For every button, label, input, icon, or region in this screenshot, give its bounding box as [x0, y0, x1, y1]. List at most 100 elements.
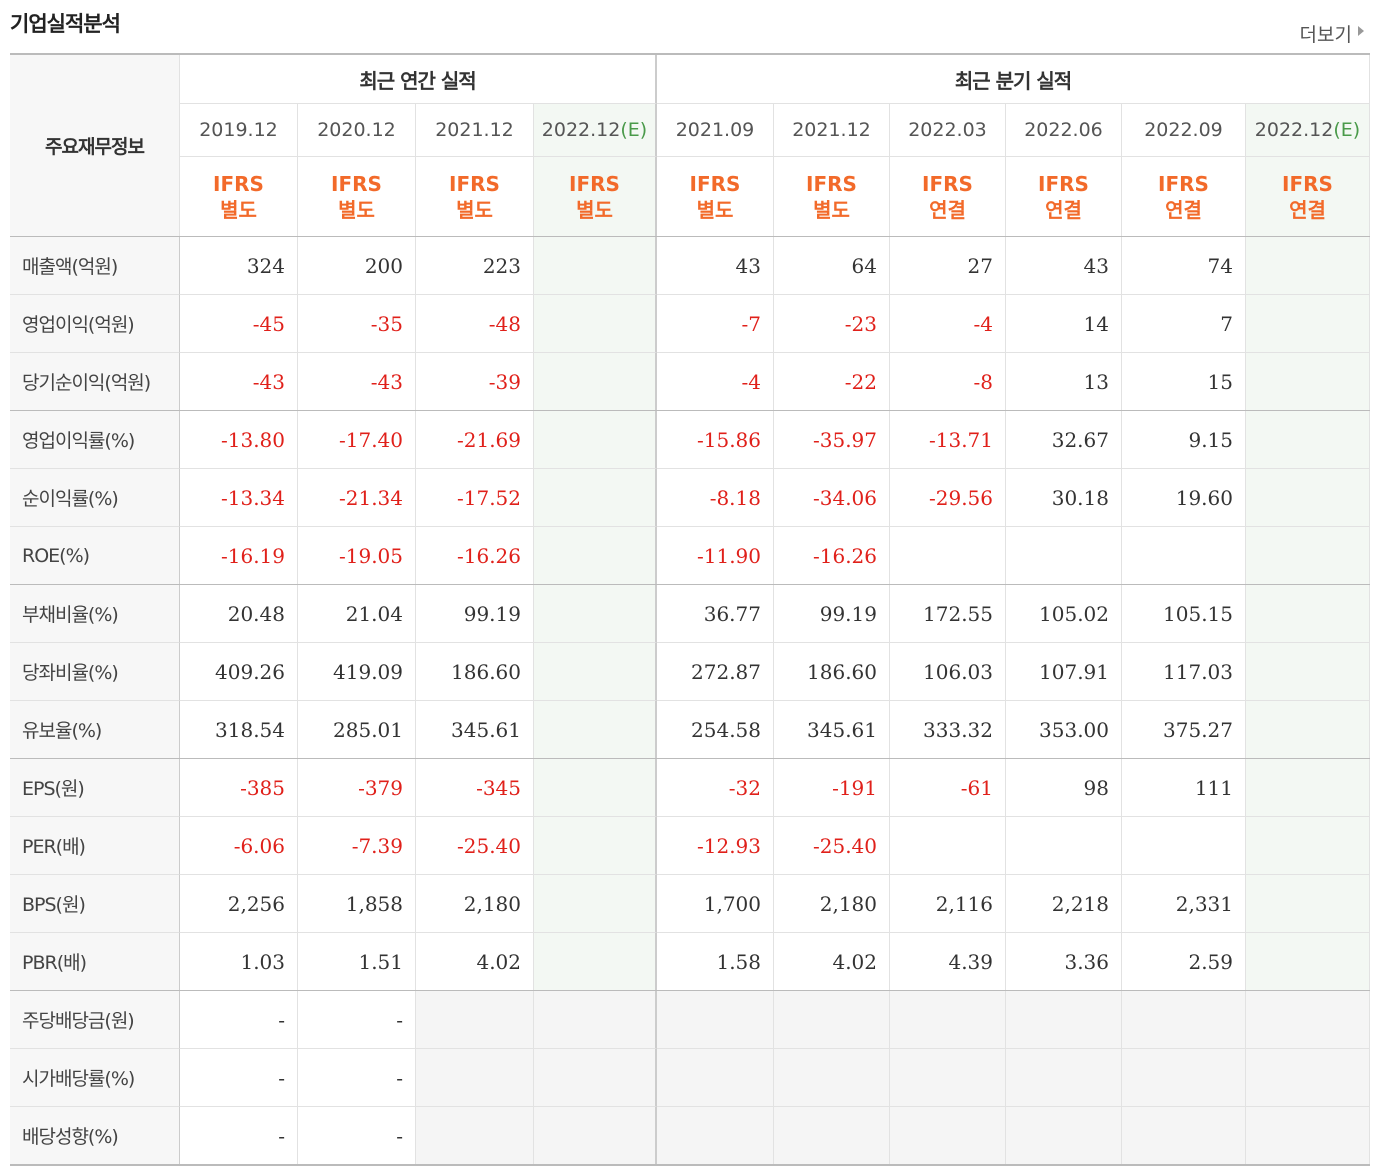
ifrs-text: IFRS: [213, 171, 264, 196]
value-cell: -16.19: [180, 527, 298, 585]
value-cell: [534, 875, 657, 933]
row-label: PBR(배): [10, 933, 180, 991]
value-cell: 318.54: [180, 701, 298, 759]
value-cell: 2,180: [774, 875, 890, 933]
value-cell: -34.06: [774, 469, 890, 527]
ifrs-header: IFRS 연결: [890, 157, 1006, 237]
value-cell: [890, 817, 1006, 875]
value-cell: 223: [416, 237, 534, 295]
value-cell: [1246, 585, 1370, 643]
basis-text: 연결: [1165, 197, 1202, 222]
date-text: 2022.12: [1254, 119, 1334, 141]
estimate-mark: (E): [620, 119, 648, 141]
date-text: 2022.09: [1144, 119, 1223, 141]
value-cell: -43: [180, 353, 298, 411]
date-text: 2021.12: [792, 119, 871, 141]
value-cell: [1246, 875, 1370, 933]
value-cell: 2,116: [890, 875, 1006, 933]
value-cell: [534, 353, 657, 411]
value-cell: [1246, 353, 1370, 411]
value-cell: -21.69: [416, 411, 534, 469]
date-header: 2021.12: [416, 104, 534, 157]
date-header: 2021.09: [657, 104, 774, 157]
value-cell: 2.59: [1122, 933, 1246, 991]
value-cell: -8: [890, 353, 1006, 411]
date-text: 2021.09: [675, 119, 755, 141]
value-cell: [1246, 759, 1370, 817]
value-cell: [1246, 991, 1370, 1049]
value-cell: 4.02: [416, 933, 534, 991]
ifrs-text: IFRS: [449, 171, 500, 196]
more-link[interactable]: 더보기: [1299, 24, 1352, 46]
date-text: 2021.12: [435, 119, 514, 141]
group-header: 최근 분기 실적: [657, 55, 1370, 104]
ifrs-text: IFRS: [1282, 171, 1333, 196]
value-cell: -61: [890, 759, 1006, 817]
ifrs-header: IFRS 별도: [416, 157, 534, 237]
value-cell: 43: [657, 237, 774, 295]
row-label: EPS(원): [10, 759, 180, 817]
value-cell: 186.60: [416, 643, 534, 701]
row-label: 주당배당금(원): [10, 991, 180, 1049]
value-cell: 1,700: [657, 875, 774, 933]
value-cell: 2,218: [1006, 875, 1122, 933]
value-cell: 21.04: [298, 585, 416, 643]
value-cell: [1246, 643, 1370, 701]
value-cell: -: [180, 1049, 298, 1107]
ifrs-text: IFRS: [1038, 171, 1089, 196]
value-cell: 375.27: [1122, 701, 1246, 759]
value-cell: 409.26: [180, 643, 298, 701]
value-cell: 19.60: [1122, 469, 1246, 527]
value-cell: 333.32: [890, 701, 1006, 759]
value-cell: -45: [180, 295, 298, 353]
value-cell: -7: [657, 295, 774, 353]
ifrs-text: IFRS: [331, 171, 382, 196]
value-cell: -23: [774, 295, 890, 353]
date-text: 2022.12: [541, 119, 621, 141]
value-cell: [1246, 817, 1370, 875]
value-cell: [1122, 817, 1246, 875]
value-cell: [534, 991, 657, 1049]
value-cell: 27: [890, 237, 1006, 295]
value-cell: [534, 237, 657, 295]
value-cell: 1.03: [180, 933, 298, 991]
value-cell: -: [180, 1107, 298, 1165]
value-cell: -16.26: [774, 527, 890, 585]
value-cell: [1006, 1107, 1122, 1165]
value-cell: 2,331: [1122, 875, 1246, 933]
value-cell: 106.03: [890, 643, 1006, 701]
ifrs-header: IFRS 별도: [534, 157, 657, 237]
value-cell: -12.93: [657, 817, 774, 875]
value-cell: 4.02: [774, 933, 890, 991]
value-cell: 20.48: [180, 585, 298, 643]
value-cell: 345.61: [774, 701, 890, 759]
row-label: 부채비율(%): [10, 585, 180, 643]
value-cell: 4.39: [890, 933, 1006, 991]
value-cell: 105.02: [1006, 585, 1122, 643]
row-label: BPS(원): [10, 875, 180, 933]
value-cell: -15.86: [657, 411, 774, 469]
value-cell: [1246, 527, 1370, 585]
row-label: PER(배): [10, 817, 180, 875]
value-cell: 107.91: [1006, 643, 1122, 701]
basis-text: 별도: [813, 197, 850, 222]
value-cell: [1122, 1049, 1246, 1107]
date-text: 2022.03: [908, 119, 987, 141]
date-header: 2020.12: [298, 104, 416, 157]
value-cell: -345: [416, 759, 534, 817]
value-cell: [774, 991, 890, 1049]
value-cell: [534, 411, 657, 469]
value-cell: -4: [890, 295, 1006, 353]
row-label: 배당성향(%): [10, 1107, 180, 1165]
value-cell: -39: [416, 353, 534, 411]
value-cell: [416, 1107, 534, 1165]
row-label: 영업이익(억원): [10, 295, 180, 353]
row-label: 영업이익률(%): [10, 411, 180, 469]
value-cell: [657, 1107, 774, 1165]
value-cell: -35: [298, 295, 416, 353]
value-cell: [534, 469, 657, 527]
value-cell: [774, 1049, 890, 1107]
row-label: 시가배당률(%): [10, 1049, 180, 1107]
value-cell: [534, 585, 657, 643]
